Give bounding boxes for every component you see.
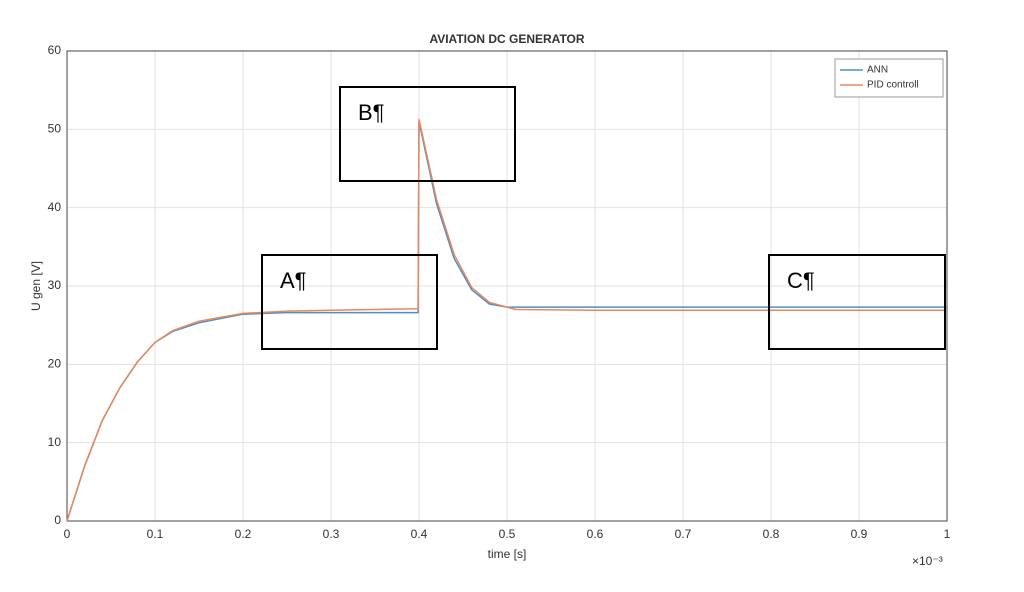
y-tick-label: 30 — [48, 278, 62, 292]
x-tick-label: 0.4 — [411, 527, 428, 541]
annotation-label: B¶ — [358, 100, 385, 125]
y-tick-label: 50 — [48, 122, 62, 136]
x-tick-label: 1 — [944, 527, 951, 541]
annotation-box — [261, 254, 438, 350]
y-tick-label: 20 — [48, 357, 62, 371]
annotation-box — [339, 86, 516, 182]
x-tick-label: 0.2 — [235, 527, 252, 541]
legend-label: ANN — [867, 65, 888, 76]
x-tick-label: 0.7 — [675, 527, 692, 541]
y-axis-label: U gen [V] — [29, 261, 43, 311]
x-tick-label: 0 — [64, 527, 71, 541]
legend-box — [834, 58, 944, 98]
x-tick-label: 0.3 — [323, 527, 340, 541]
chart-title: AVIATION DC GENERATOR — [429, 32, 584, 46]
series-line — [66, 118, 947, 522]
x-tick-label: 0.9 — [851, 527, 868, 541]
y-tick-label: 0 — [54, 513, 61, 527]
y-tick-label: 40 — [48, 200, 62, 214]
plot-frame — [66, 50, 948, 522]
annotation-label: C¶ — [787, 268, 815, 293]
y-tick-label: 60 — [48, 43, 62, 57]
x-tick-label: 0.8 — [763, 527, 780, 541]
annotation-box — [768, 254, 946, 350]
x-tick-label: 0.6 — [587, 527, 604, 541]
y-tick-label: 10 — [48, 435, 62, 449]
x-exponent-label: ×10⁻³ — [912, 554, 943, 568]
x-axis-label: time [s] — [488, 547, 527, 561]
x-tick-label: 0.5 — [499, 527, 516, 541]
x-tick-label: 0.1 — [147, 527, 164, 541]
legend-label: PID controll — [867, 80, 919, 91]
annotation-label: A¶ — [280, 268, 307, 293]
